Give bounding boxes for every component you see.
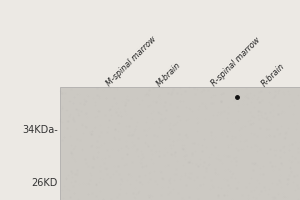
Text: R-spinal marrow: R-spinal marrow [210, 36, 262, 88]
Text: R-brain: R-brain [260, 61, 287, 88]
Text: 26KD: 26KD [32, 178, 58, 188]
Text: M-brain: M-brain [155, 60, 183, 88]
Bar [60, 87, 300, 200]
Text: M-spinal marrow: M-spinal marrow [105, 35, 158, 88]
Text: 34KDa-: 34KDa- [22, 125, 58, 135]
